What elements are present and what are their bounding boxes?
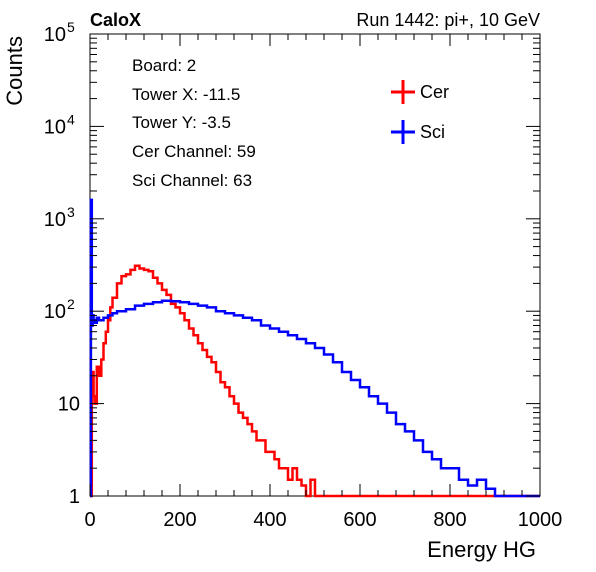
legend-cer-label: Cer xyxy=(420,82,449,102)
legend: Cer Sci xyxy=(391,80,449,144)
y-tick-label: 10 xyxy=(58,394,80,416)
brand-label: CaloX xyxy=(90,10,141,30)
y-tick-label: 10 xyxy=(44,301,66,323)
x-tick-label: 600 xyxy=(343,509,376,531)
x-tick-label: 400 xyxy=(253,509,286,531)
x-tick-label: 200 xyxy=(163,509,196,531)
x-tick-label: 0 xyxy=(84,509,95,531)
info-box: Board: 2 Tower X: -11.5 Tower Y: -3.5 Ce… xyxy=(120,48,360,198)
series-cer-line xyxy=(90,264,540,498)
info-box-bg xyxy=(120,48,360,198)
info-tower-y: Tower Y: -3.5 xyxy=(132,113,231,132)
y-tick-label: 1 xyxy=(69,486,80,508)
run-info: Run 1442: pi+, 10 GeV xyxy=(356,10,540,30)
info-tower-x: Tower X: -11.5 xyxy=(132,85,240,104)
series-sci-line xyxy=(89,198,540,498)
legend-item-sci: Sci xyxy=(391,120,445,144)
x-axis-label: Energy HG xyxy=(427,537,536,562)
x-tick-label: 800 xyxy=(433,509,466,531)
y-tick-label: 10 xyxy=(44,209,66,231)
legend-sci-label: Sci xyxy=(420,122,445,142)
y-tick-label: 10 xyxy=(44,24,66,46)
info-cer-channel: Cer Channel: 59 xyxy=(132,142,256,161)
y-tick-exponent: 5 xyxy=(67,19,75,35)
y-tick-label: 10 xyxy=(44,116,66,138)
y-axis-label: Counts xyxy=(2,36,27,106)
series-layer xyxy=(89,198,540,498)
y-tick-exponent: 2 xyxy=(67,296,75,312)
y-tick-exponent: 3 xyxy=(67,204,75,220)
x-tick-label: 1000 xyxy=(518,509,563,531)
info-board: Board: 2 xyxy=(132,56,196,75)
info-sci-channel: Sci Channel: 63 xyxy=(132,171,252,190)
y-tick-exponent: 4 xyxy=(67,111,75,127)
legend-item-cer: Cer xyxy=(391,80,449,104)
